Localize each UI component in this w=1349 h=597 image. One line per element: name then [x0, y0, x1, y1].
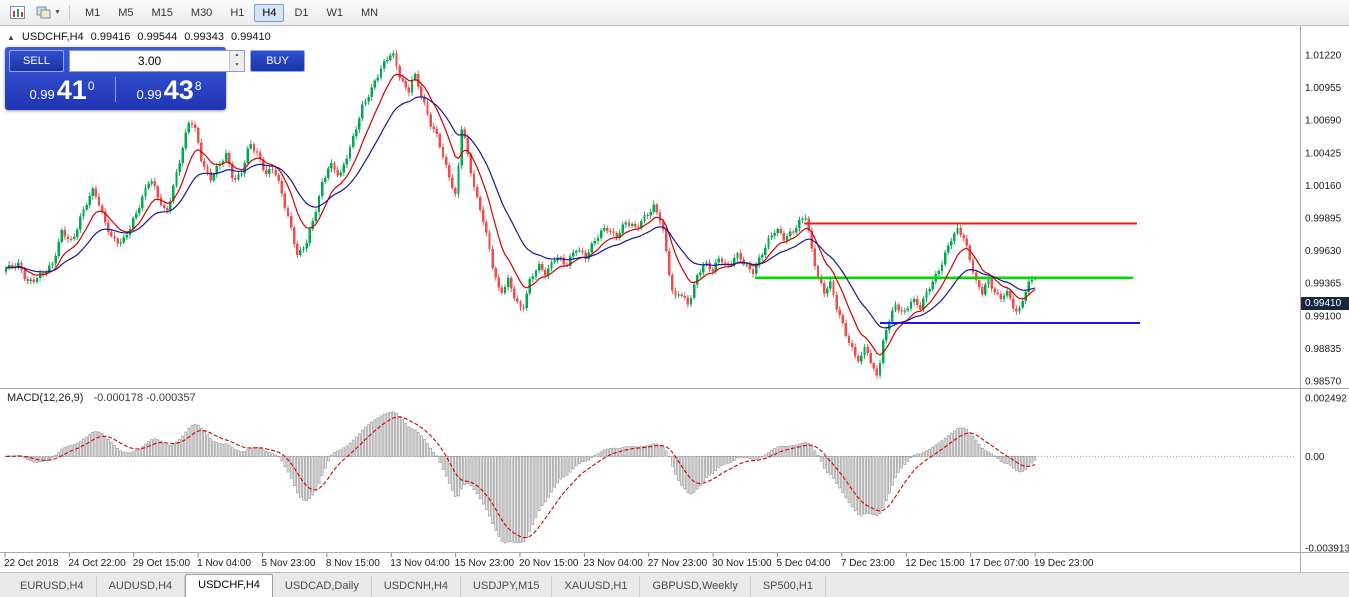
- buy-price-base: 0.99: [136, 86, 162, 102]
- macd-indicator-label: MACD(12,26,9) -0.000178 -0.000357: [7, 392, 196, 404]
- timeframe-button[interactable]: D1: [286, 4, 316, 22]
- current-price-badge: 0.99410: [1301, 297, 1349, 310]
- sell-price-point: 0: [87, 78, 95, 93]
- trade-controls-row: SELL ▲ ▼ BUY: [9, 50, 305, 72]
- collapse-panel-icon[interactable]: ▲: [7, 32, 15, 42]
- timeframe-button[interactable]: H4: [254, 3, 285, 22]
- dropdown-chevron-icon[interactable]: ▼: [54, 9, 61, 16]
- buy-price-point: 8: [194, 78, 202, 93]
- volume-down-icon[interactable]: ▼: [230, 61, 244, 71]
- buy-price[interactable]: 0.99 43 8: [116, 76, 222, 104]
- main-pane: [4, 50, 1140, 380]
- symbol-tab[interactable]: USDCAD,Daily: [273, 576, 372, 597]
- svg-text:0.99895: 0.99895: [1305, 214, 1342, 225]
- candlestick-chart[interactable]: 1.012201.009551.006901.004251.001600.998…: [0, 26, 1349, 572]
- svg-text:30 Nov 15:00: 30 Nov 15:00: [712, 558, 772, 569]
- symbol-tab[interactable]: USDJPY,M15: [461, 576, 553, 597]
- timeframe-button[interactable]: W1: [319, 4, 352, 22]
- svg-text:5 Nov 23:00: 5 Nov 23:00: [262, 558, 316, 569]
- svg-text:19 Dec 23:00: 19 Dec 23:00: [1034, 558, 1094, 569]
- layers-glyph: [36, 6, 50, 19]
- ohlc-high: 0.99544: [137, 31, 178, 43]
- top-toolbar: ▼ M1 M5 M15 M30 H1 H4 D1 W1 MN: [0, 0, 1349, 26]
- toolbar-separator: [68, 4, 70, 21]
- symbol-tab[interactable]: AUDUSD,H4: [97, 576, 186, 597]
- timeframe-group: M1 M5 M15 M30 H1 H4 D1 W1 MN: [76, 3, 387, 22]
- volume-spinner: ▲ ▼: [229, 51, 244, 71]
- chart-title: ▲ USDCHF,H4 0.99416 0.99544 0.99343 0.99…: [7, 31, 271, 43]
- svg-text:0.00: 0.00: [1305, 452, 1325, 463]
- timeframe-button[interactable]: M15: [144, 4, 181, 22]
- svg-text:0.99365: 0.99365: [1305, 279, 1342, 290]
- svg-text:8 Nov 15:00: 8 Nov 15:00: [326, 558, 380, 569]
- svg-text:5 Dec 04:00: 5 Dec 04:00: [777, 558, 831, 569]
- svg-text:0.98570: 0.98570: [1305, 377, 1342, 388]
- symbol-tab[interactable]: SP500,H1: [751, 576, 826, 597]
- sell-button[interactable]: SELL: [9, 50, 64, 72]
- macd-pane: [4, 411, 1296, 544]
- svg-text:0.99630: 0.99630: [1305, 246, 1342, 257]
- chart-symbol-period: USDCHF,H4: [21, 31, 84, 43]
- timeframe-button[interactable]: M1: [77, 4, 108, 22]
- trade-prices-row: 0.99 41 0 0.99 43 8: [9, 72, 222, 107]
- symbol-tab[interactable]: EURUSD,H4: [8, 576, 97, 597]
- ohlc-open: 0.99416: [90, 31, 131, 43]
- svg-text:23 Nov 04:00: 23 Nov 04:00: [583, 558, 643, 569]
- svg-text:-0.003913: -0.003913: [1305, 544, 1349, 555]
- one-click-trading-panel: SELL ▲ ▼ BUY 0.99 41 0 0.99 43 8: [5, 47, 305, 110]
- svg-text:0.99100: 0.99100: [1305, 311, 1342, 322]
- macd-values: -0.000178 -0.000357: [93, 392, 196, 404]
- ohlc-close: 0.99410: [230, 31, 271, 43]
- symbol-tab[interactable]: XAUUSD,H1: [552, 576, 641, 597]
- svg-text:15 Nov 23:00: 15 Nov 23:00: [455, 558, 515, 569]
- timeframe-button[interactable]: MN: [353, 4, 386, 22]
- timeframe-button[interactable]: M30: [183, 4, 220, 22]
- buy-button[interactable]: BUY: [250, 50, 305, 72]
- svg-text:29 Oct 15:00: 29 Oct 15:00: [133, 558, 191, 569]
- volume-field[interactable]: ▲ ▼: [69, 50, 245, 72]
- sell-price-base: 0.99: [29, 86, 55, 102]
- svg-text:24 Oct 22:00: 24 Oct 22:00: [68, 558, 126, 569]
- svg-text:1.01220: 1.01220: [1305, 51, 1342, 62]
- svg-text:13 Nov 04:00: 13 Nov 04:00: [390, 558, 450, 569]
- svg-text:7 Dec 23:00: 7 Dec 23:00: [841, 558, 895, 569]
- indicators-icon[interactable]: [30, 2, 56, 24]
- buy-price-pips: 43: [163, 74, 194, 105]
- svg-text:1 Nov 04:00: 1 Nov 04:00: [197, 558, 251, 569]
- timeframe-button[interactable]: M5: [110, 4, 141, 22]
- svg-text:1.00160: 1.00160: [1305, 181, 1342, 192]
- timeframe-button[interactable]: H1: [222, 4, 252, 22]
- svg-text:1.00955: 1.00955: [1305, 83, 1342, 94]
- svg-text:22 Oct 2018: 22 Oct 2018: [4, 558, 59, 569]
- svg-text:20 Nov 15:00: 20 Nov 15:00: [519, 558, 579, 569]
- chart-window-glyph: [9, 6, 25, 19]
- volume-input[interactable]: [70, 51, 229, 71]
- sell-price-pips: 41: [56, 74, 87, 105]
- svg-text:0.002492: 0.002492: [1305, 394, 1347, 405]
- sell-price[interactable]: 0.99 41 0: [9, 76, 115, 104]
- new-chart-icon[interactable]: [4, 2, 30, 24]
- symbol-tab[interactable]: USDCNH,H4: [372, 576, 462, 597]
- price-divider: [115, 76, 116, 103]
- symbol-tab[interactable]: GBPUSD,Weekly: [640, 576, 751, 597]
- volume-up-icon[interactable]: ▲: [230, 51, 244, 61]
- svg-text:0.98835: 0.98835: [1305, 344, 1342, 355]
- chart-tab-bar: EURUSD,H4 AUDUSD,H4 USDCHF,H4 USDCAD,Daily U…: [0, 572, 1349, 597]
- chart-area[interactable]: 1.01220 1.00955 1.00690 1.00425 1.00160 0.998…: [0, 26, 1349, 572]
- svg-text:12 Dec 15:00: 12 Dec 15:00: [905, 558, 965, 569]
- symbol-tab[interactable]: USDCHF,H4: [185, 574, 273, 597]
- svg-text:17 Dec 07:00: 17 Dec 07:00: [970, 558, 1030, 569]
- ohlc-low: 0.99343: [184, 31, 224, 43]
- svg-text:27 Nov 23:00: 27 Nov 23:00: [648, 558, 708, 569]
- svg-text:1.00425: 1.00425: [1305, 148, 1342, 159]
- macd-name: MACD(12,26,9): [7, 392, 84, 404]
- svg-text:1.00690: 1.00690: [1305, 116, 1342, 127]
